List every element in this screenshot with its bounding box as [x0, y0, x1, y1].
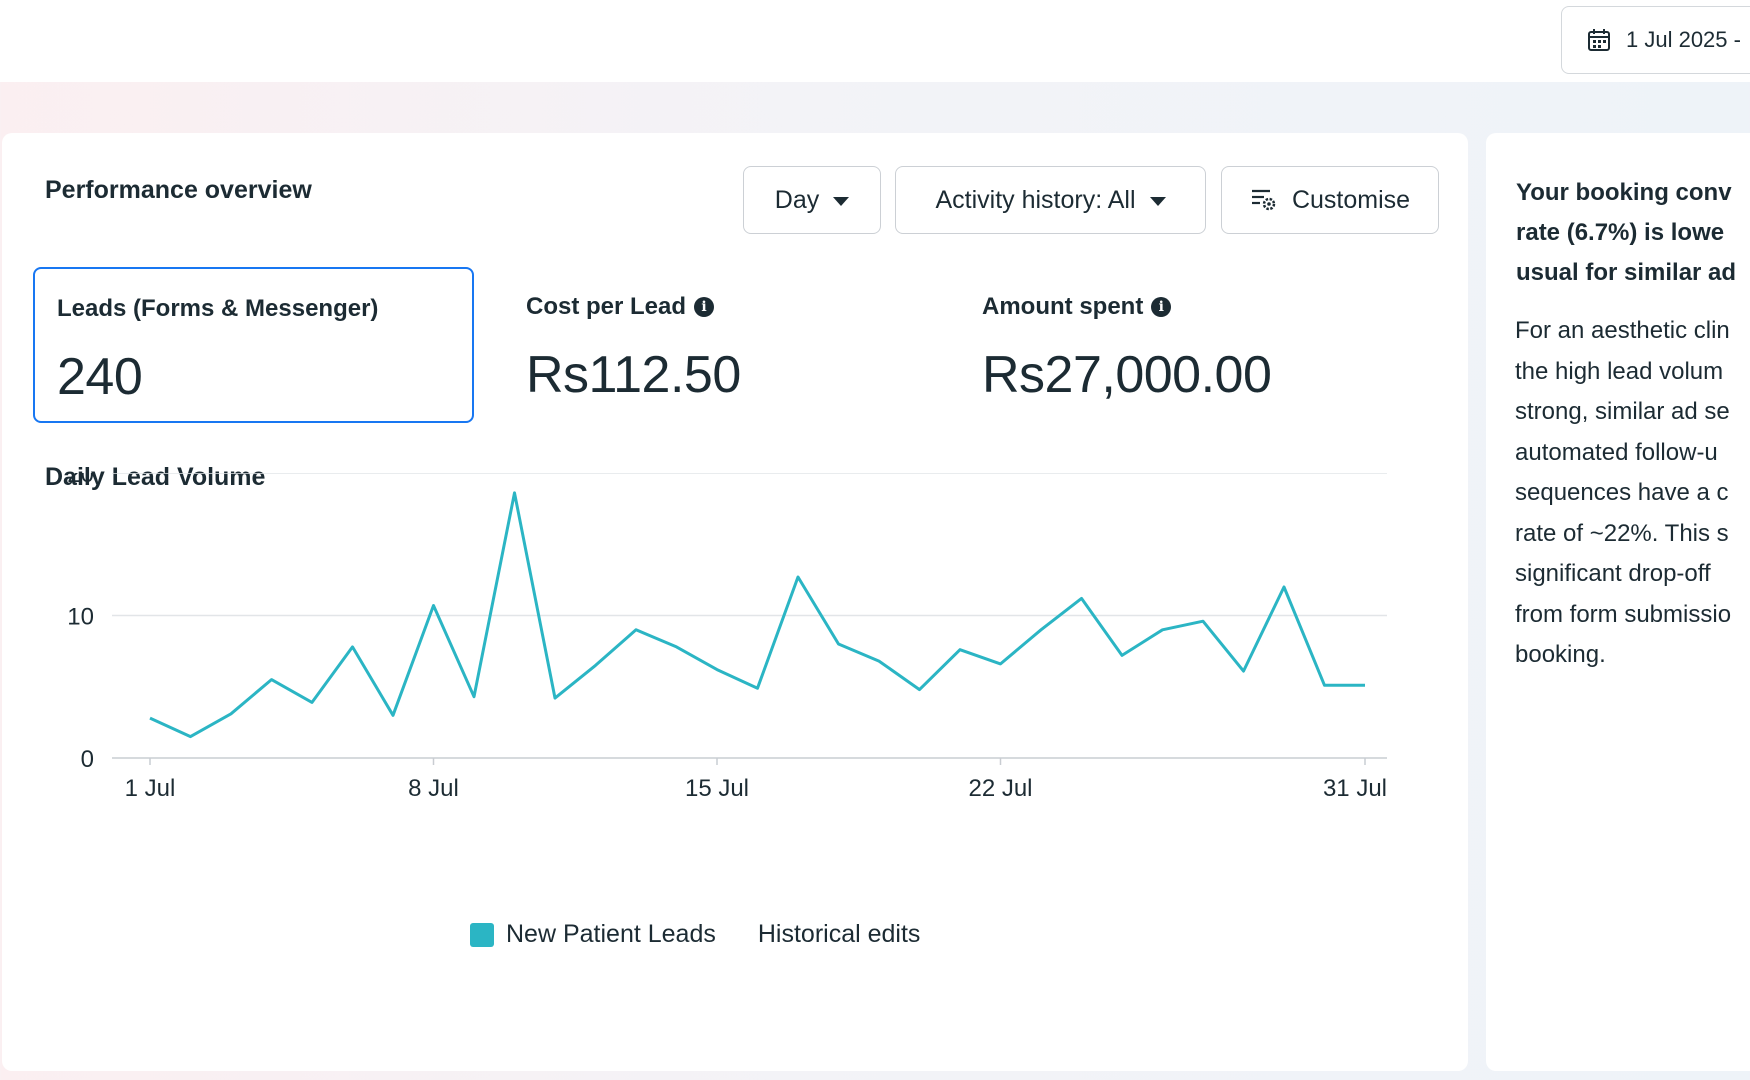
metric-label-text: Amount spent: [982, 293, 1144, 320]
chevron-down-icon: [1149, 196, 1166, 206]
performance-overview-panel: Performance overview Day Activity histor…: [2, 133, 1468, 1071]
settings-sliders-icon: [1251, 189, 1276, 211]
insight-body-line: automated follow-u: [1515, 438, 1718, 466]
insight-body-line: booking.: [1515, 641, 1606, 668]
metric-label: Cost per Lead i: [526, 293, 715, 321]
insight-headline: Your booking conv rate (6.7%) is lowe us…: [1516, 173, 1750, 293]
chevron-down-icon: [833, 196, 850, 206]
insight-body-line: significant drop-off: [1515, 560, 1711, 587]
insight-body-line: For an aesthetic clin: [1515, 317, 1730, 344]
legend-item-historical-edits[interactable]: Historical edits: [757, 920, 921, 948]
x-tick-label: 22 Jul: [968, 775, 1032, 802]
calendar-icon: [1588, 29, 1610, 51]
activity-history-dropdown[interactable]: Activity history: All: [895, 166, 1206, 234]
legend-swatch: [470, 922, 494, 947]
customise-label: Customise: [1291, 185, 1411, 214]
insight-panel: Your booking conv rate (6.7%) is lowe us…: [1486, 133, 1750, 1071]
insight-body-line: sequences have a c: [1515, 479, 1729, 506]
insight-headline-line: rate (6.7%) is lowe: [1516, 219, 1725, 246]
granularity-label: Day: [774, 185, 820, 214]
insight-headline-line: Your booking conv: [1516, 179, 1732, 206]
insight-body-line: the high lead volum: [1515, 357, 1724, 385]
x-tick-label: 8 Jul: [408, 775, 459, 802]
lead-volume-chart: 0 10 20 1 Jul 8 Jul 15 Jul 22 Jul 31 Jul: [67, 473, 1387, 802]
y-tick-label: 20: [67, 473, 94, 488]
top-bar: 1 Jul 2025 -: [0, 0, 1750, 82]
panel-title: Performance overview: [45, 176, 312, 204]
info-icon[interactable]: i: [1151, 297, 1172, 317]
metric-card-cost-per-lead[interactable]: Cost per Lead i Rs112.50: [504, 267, 924, 423]
metric-label-text: Cost per Lead: [526, 293, 687, 320]
customise-button[interactable]: Customise: [1221, 166, 1439, 234]
granularity-dropdown[interactable]: Day: [743, 166, 881, 234]
y-tick-label: 10: [67, 604, 94, 631]
metric-label: Amount spent i: [982, 293, 1172, 321]
date-range-label: 1 Jul 2025 -: [1626, 27, 1741, 52]
metric-card-leads[interactable]: Leads (Forms & Messenger) 240: [33, 267, 474, 423]
x-tick-label: 31 Jul: [1323, 775, 1387, 802]
metric-value: 240: [57, 348, 143, 406]
activity-history-label: Activity history: All: [935, 185, 1136, 214]
metric-label: Leads (Forms & Messenger): [57, 295, 378, 323]
metric-value: Rs27,000.00: [982, 346, 1272, 404]
insight-body: For an aesthetic clin the high lead volu…: [1515, 311, 1750, 676]
insight-body-line: from form submissio: [1515, 600, 1732, 628]
x-tick-label: 15 Jul: [685, 775, 749, 802]
x-tick-label: 1 Jul: [125, 775, 176, 802]
insight-body-line: rate of ~22%. This s: [1515, 519, 1729, 547]
metric-card-amount-spent[interactable]: Amount spent i Rs27,000.00: [960, 267, 1420, 423]
date-range-button[interactable]: 1 Jul 2025 -: [1561, 6, 1750, 74]
info-icon[interactable]: i: [694, 297, 715, 317]
chart-legend: New Patient Leads Historical edits: [470, 920, 920, 949]
y-tick-label: 0: [81, 746, 94, 773]
insight-headline-line: usual for similar ad: [1516, 259, 1737, 286]
metric-label-text: Leads (Forms & Messenger): [57, 295, 379, 322]
metric-value: Rs112.50: [526, 346, 741, 404]
insight-body-line: strong, similar ad se: [1515, 398, 1730, 425]
legend-item-new-patient-leads[interactable]: New Patient Leads: [506, 920, 716, 948]
chart-title: Daily Lead Volume: [45, 463, 266, 491]
